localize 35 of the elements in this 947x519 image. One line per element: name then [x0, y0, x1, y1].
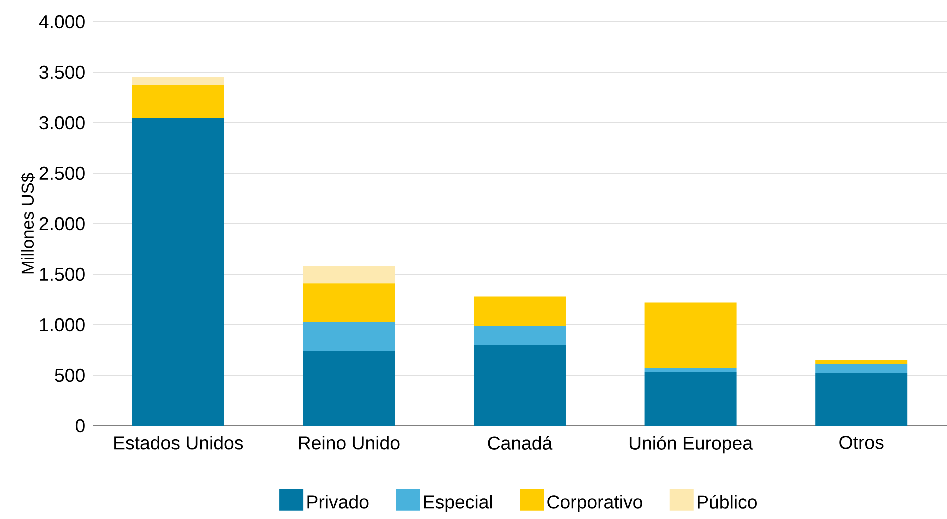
y-tick-label: 3.000: [40, 116, 85, 130]
x-tick-label: Canadá: [488, 436, 553, 450]
y-tick-label: 1.000: [40, 318, 85, 332]
y-tick-label: 0: [76, 419, 85, 433]
legend-label: Corporativo: [548, 495, 642, 512]
x-tick-label: Reino Unido: [299, 436, 400, 450]
x-tick-label: Unión Europea: [630, 436, 754, 454]
bar: [303, 351, 396, 426]
bar: [132, 118, 224, 426]
legend-label: Privado: [308, 495, 369, 509]
y-tick-label: 2.000: [40, 217, 85, 231]
bar: [816, 360, 908, 364]
y-tick-label: 4.000: [39, 15, 85, 29]
legend-label: Público: [698, 494, 757, 509]
bar: [644, 368, 737, 372]
y-tick-label: 500: [55, 368, 85, 382]
bar: [816, 373, 908, 426]
bar: [132, 85, 224, 118]
x-tick-label: Estados Unidos: [114, 436, 244, 450]
x-tick-label: Otros: [840, 436, 884, 450]
bar: [303, 322, 396, 352]
bar: [303, 266, 396, 284]
y-tick-label: 3.500: [40, 66, 85, 80]
y-tick-label: 1.500: [40, 268, 85, 282]
bar: [474, 296, 566, 326]
bar: [474, 345, 566, 426]
bar: [644, 372, 737, 426]
y-axis-title: Millones US$: [21, 173, 36, 274]
y-tick-label: 2.500: [40, 166, 85, 180]
bar: [644, 302, 737, 368]
bar: [303, 284, 396, 322]
bar: [474, 326, 566, 346]
bar: [132, 77, 224, 86]
legend-label: Especial: [424, 495, 492, 512]
bar: [816, 364, 908, 374]
